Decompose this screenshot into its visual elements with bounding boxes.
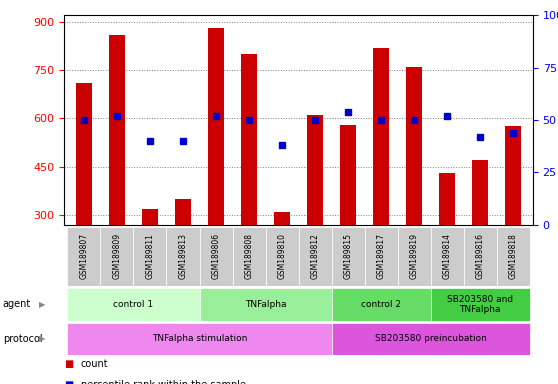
Bar — [68, 227, 100, 286]
Bar — [340, 125, 357, 225]
Text: control 2: control 2 — [361, 300, 401, 309]
Text: GSM189809: GSM189809 — [113, 233, 122, 280]
Text: GSM189813: GSM189813 — [179, 233, 187, 279]
Bar — [76, 83, 92, 225]
Text: GSM189817: GSM189817 — [377, 233, 386, 279]
Bar — [133, 227, 166, 286]
Text: ▶: ▶ — [39, 334, 45, 343]
Text: GSM189818: GSM189818 — [508, 233, 518, 279]
Bar — [331, 288, 431, 321]
Bar — [397, 227, 431, 286]
Bar — [431, 227, 464, 286]
Text: GSM189814: GSM189814 — [442, 233, 451, 279]
Bar — [200, 227, 233, 286]
Text: SB203580 and
TNFalpha: SB203580 and TNFalpha — [447, 295, 513, 314]
Text: GSM189816: GSM189816 — [475, 233, 484, 279]
Bar — [166, 227, 200, 286]
Bar — [175, 199, 191, 225]
Bar — [200, 288, 331, 321]
Text: GSM189819: GSM189819 — [410, 233, 418, 279]
Text: percentile rank within the sample: percentile rank within the sample — [81, 380, 246, 384]
Bar — [331, 323, 530, 355]
Text: agent: agent — [3, 299, 31, 310]
Text: ■: ■ — [64, 380, 74, 384]
Bar — [208, 28, 224, 225]
Bar — [68, 323, 331, 355]
Text: protocol: protocol — [3, 334, 42, 344]
Bar — [406, 67, 422, 225]
Text: GSM189807: GSM189807 — [79, 233, 89, 280]
Text: count: count — [81, 359, 109, 369]
Text: ■: ■ — [64, 359, 74, 369]
Bar — [109, 35, 125, 225]
Bar — [505, 126, 521, 225]
Bar — [472, 160, 488, 225]
Text: GSM189815: GSM189815 — [344, 233, 353, 279]
Text: control 1: control 1 — [113, 300, 153, 309]
Bar — [240, 54, 257, 225]
Text: TNFalpha stimulation: TNFalpha stimulation — [152, 334, 247, 343]
Text: GSM189811: GSM189811 — [146, 233, 155, 279]
Bar — [364, 227, 397, 286]
Bar — [100, 227, 133, 286]
Bar — [431, 288, 530, 321]
Bar — [373, 48, 389, 225]
Bar — [439, 173, 455, 225]
Text: TNFalpha: TNFalpha — [245, 300, 286, 309]
Text: GSM189808: GSM189808 — [244, 233, 253, 279]
Bar — [497, 227, 530, 286]
Text: SB203580 preincubation: SB203580 preincubation — [374, 334, 487, 343]
Bar — [142, 209, 158, 225]
Text: GSM189810: GSM189810 — [277, 233, 286, 279]
Bar — [266, 227, 299, 286]
Bar — [299, 227, 331, 286]
Text: ▶: ▶ — [39, 300, 45, 309]
Bar — [233, 227, 266, 286]
Bar — [274, 212, 290, 225]
Bar — [331, 227, 364, 286]
Text: GSM189806: GSM189806 — [211, 233, 220, 280]
Bar — [307, 115, 323, 225]
Bar — [68, 288, 200, 321]
Bar — [464, 227, 497, 286]
Text: GSM189812: GSM189812 — [311, 233, 320, 279]
